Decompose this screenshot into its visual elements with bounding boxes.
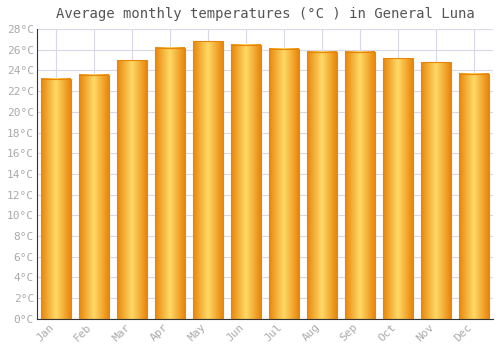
Bar <box>79 75 108 319</box>
Title: Average monthly temperatures (°C ) in General Luna: Average monthly temperatures (°C ) in Ge… <box>56 7 474 21</box>
Bar <box>345 52 375 319</box>
Bar <box>307 52 337 319</box>
Bar <box>155 48 184 319</box>
Bar <box>231 44 260 319</box>
Bar <box>41 79 70 319</box>
Bar <box>383 58 413 319</box>
Bar <box>269 49 298 319</box>
Bar <box>421 62 451 319</box>
Bar <box>193 42 222 319</box>
Bar <box>117 60 146 319</box>
Bar <box>459 74 489 319</box>
